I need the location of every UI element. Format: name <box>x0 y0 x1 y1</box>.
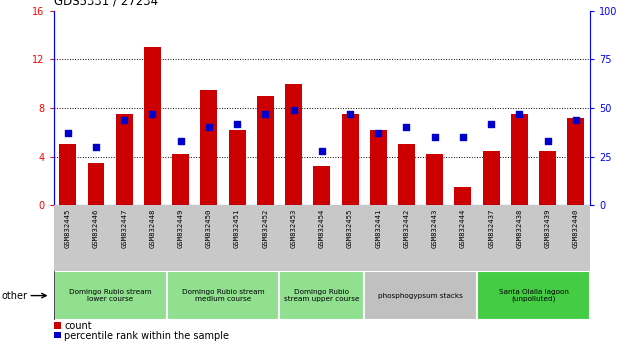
Bar <box>511 114 528 205</box>
Bar <box>280 271 364 320</box>
Point <box>486 121 496 126</box>
Bar <box>257 96 274 205</box>
Text: GSM832439: GSM832439 <box>545 209 551 248</box>
Bar <box>477 271 590 320</box>
Point <box>261 111 271 117</box>
Bar <box>59 144 76 205</box>
Point <box>373 131 383 136</box>
Text: phosphogypsum stacks: phosphogypsum stacks <box>378 293 463 298</box>
Bar <box>201 90 217 205</box>
Text: GDS5331 / 27234: GDS5331 / 27234 <box>54 0 158 7</box>
Text: GSM832444: GSM832444 <box>460 209 466 248</box>
Bar <box>567 118 584 205</box>
Bar <box>539 150 556 205</box>
Bar <box>144 47 161 205</box>
Text: GSM832441: GSM832441 <box>375 209 381 248</box>
Point <box>175 138 186 144</box>
Point <box>232 121 242 126</box>
Point <box>148 111 158 117</box>
Bar <box>167 271 280 320</box>
Bar <box>285 84 302 205</box>
Bar <box>172 154 189 205</box>
Bar <box>364 271 477 320</box>
Bar <box>370 130 387 205</box>
Text: GSM832446: GSM832446 <box>93 209 99 248</box>
Point <box>458 135 468 140</box>
Text: GSM832440: GSM832440 <box>573 209 579 248</box>
Bar <box>314 166 330 205</box>
Text: Domingo Rubio stream
medium course: Domingo Rubio stream medium course <box>182 289 264 302</box>
Text: GSM832455: GSM832455 <box>347 209 353 248</box>
Text: GSM832451: GSM832451 <box>234 209 240 248</box>
Bar <box>427 154 443 205</box>
Point <box>514 111 524 117</box>
Text: GSM832452: GSM832452 <box>262 209 268 248</box>
Text: GSM832450: GSM832450 <box>206 209 212 248</box>
Text: GSM832453: GSM832453 <box>291 209 297 248</box>
Point <box>204 125 214 130</box>
Point <box>345 111 355 117</box>
Bar <box>341 114 358 205</box>
Bar <box>398 144 415 205</box>
Point <box>288 107 298 113</box>
Bar <box>54 271 167 320</box>
Text: count: count <box>64 321 92 331</box>
Text: Santa Olalla lagoon
(unpolluted): Santa Olalla lagoon (unpolluted) <box>498 289 569 302</box>
Bar <box>483 150 500 205</box>
Point <box>543 138 553 144</box>
Text: GSM832442: GSM832442 <box>403 209 410 248</box>
Text: GSM832443: GSM832443 <box>432 209 438 248</box>
Bar <box>88 163 105 205</box>
Bar <box>228 130 245 205</box>
Text: GSM832437: GSM832437 <box>488 209 494 248</box>
Point <box>91 144 101 150</box>
Text: GSM832448: GSM832448 <box>150 209 155 248</box>
Text: percentile rank within the sample: percentile rank within the sample <box>64 331 229 341</box>
Bar <box>115 114 133 205</box>
Point <box>401 125 411 130</box>
Text: GSM832449: GSM832449 <box>178 209 184 248</box>
Text: GSM832438: GSM832438 <box>516 209 522 248</box>
Text: GSM832447: GSM832447 <box>121 209 127 248</box>
Point <box>317 148 327 154</box>
Text: Domingo Rubio
stream upper course: Domingo Rubio stream upper course <box>284 289 360 302</box>
Text: other: other <box>2 291 28 301</box>
Point <box>571 117 581 122</box>
Bar <box>454 187 471 205</box>
Point <box>430 135 440 140</box>
Point <box>62 131 73 136</box>
Text: GSM832445: GSM832445 <box>65 209 71 248</box>
Text: GSM832454: GSM832454 <box>319 209 325 248</box>
Point <box>119 117 129 122</box>
Text: Domingo Rubio stream
lower course: Domingo Rubio stream lower course <box>69 289 151 302</box>
